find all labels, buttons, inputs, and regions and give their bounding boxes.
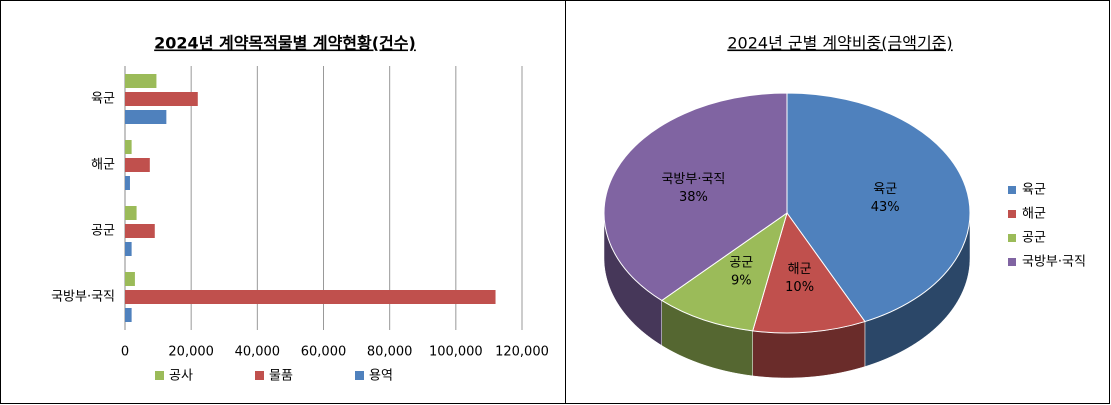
slice — [603, 92, 788, 302]
x-tick-label: 0 — [121, 345, 129, 360]
y-tick-label: 해군 — [91, 158, 115, 173]
x-tick-label: 80,000 — [367, 345, 413, 360]
slice-label: 해군 — [788, 262, 812, 277]
bar — [125, 290, 496, 304]
slice-label: 공군 — [729, 255, 753, 270]
y-tick-label: 육군 — [91, 92, 115, 107]
left-panel — [0, 0, 566, 404]
bar — [125, 92, 198, 106]
bar — [125, 176, 130, 190]
right-panel — [565, 0, 1110, 404]
legend-swatch — [1008, 258, 1016, 266]
pie-title: 2024년 군별 계약비중(금액기준) — [727, 34, 952, 53]
slice-label: 국방부·국직 — [661, 172, 725, 187]
legend-swatch — [1008, 234, 1016, 242]
legend-label: 국방부·국직 — [1022, 255, 1086, 270]
x-tick-label: 100,000 — [429, 345, 483, 360]
bar — [125, 308, 132, 322]
legend-label: 해군 — [1022, 207, 1046, 222]
bar — [125, 224, 155, 238]
bar — [125, 242, 132, 256]
slice — [660, 211, 788, 332]
x-tick-label: 20,000 — [168, 345, 214, 360]
legend-swatch — [255, 371, 264, 380]
bar — [125, 140, 132, 154]
slice-value: 9% — [731, 273, 752, 288]
slice-label: 육군 — [873, 182, 897, 197]
bar — [125, 206, 137, 220]
slice-value: 43% — [871, 200, 900, 215]
legend-swatch — [355, 371, 364, 380]
legend-label: 물품 — [269, 369, 293, 384]
legend-label: 공사 — [169, 369, 193, 384]
bar — [125, 272, 135, 286]
legend-swatch — [1008, 186, 1016, 194]
x-tick-label: 60,000 — [301, 345, 347, 360]
legend-swatch — [1008, 210, 1016, 218]
legend-label: 육군 — [1022, 183, 1046, 198]
legend-label: 용역 — [369, 369, 393, 384]
slice-value: 10% — [785, 280, 814, 295]
slice-value: 38% — [679, 190, 708, 205]
slice — [752, 211, 866, 334]
slice — [786, 92, 971, 323]
bar — [125, 74, 157, 88]
bar — [125, 158, 150, 172]
y-tick-label: 국방부·국직 — [51, 290, 115, 305]
bar — [125, 110, 167, 124]
y-tick-label: 공군 — [91, 224, 115, 239]
bar-title: 2024년 계약목적물별 계약현황(건수) — [154, 34, 416, 53]
legend-label: 공군 — [1022, 231, 1046, 246]
x-tick-label: 120,000 — [495, 345, 549, 360]
x-tick-label: 40,000 — [235, 345, 281, 360]
legend-swatch — [155, 371, 164, 380]
